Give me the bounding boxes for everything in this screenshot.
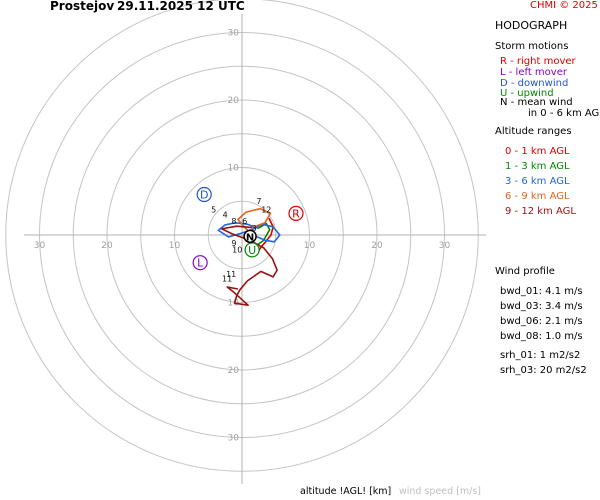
datetime-title: 29.11.2025 12 UTC — [117, 0, 245, 13]
altitude-label: 4 — [223, 210, 228, 219]
y-tick-label: 20 — [228, 96, 240, 106]
storm-motion-right: R - right mover — [500, 56, 576, 67]
altitude-label: 11 — [222, 275, 232, 284]
altitude-label: 6 — [242, 217, 247, 226]
hodograph-segment-4 — [221, 225, 278, 307]
y-tick-label: 20 — [228, 366, 240, 376]
bwd-01-value: bwd_01: 4.1 m/s — [500, 286, 583, 297]
y-tick-label: 30 — [228, 434, 240, 444]
altitude-label: 8 — [231, 217, 236, 226]
wind-profile-series — [217, 207, 281, 307]
altitude-range-0-1: 0 - 1 km AGL — [505, 146, 570, 157]
altitude-label: 9 — [231, 239, 236, 248]
location-title: Prostejov — [50, 0, 115, 13]
storm-marker-d-circle — [196, 186, 212, 203]
y-tick-label: 10 — [228, 164, 240, 174]
altitude-range-9-12: 9 - 12 km AGL — [505, 206, 576, 217]
y-tick-label: 30 — [228, 29, 240, 39]
altitude-range-1-3: 1 - 3 km AGL — [505, 161, 570, 172]
storm-marker-n-label: N — [246, 232, 254, 243]
storm-marker-r-label: R — [292, 207, 300, 220]
srh-03-value: srh_03: 20 m2/s2 — [500, 365, 587, 376]
storm-motion-left: L - left mover — [500, 67, 567, 78]
x-tick-label: 20 — [101, 241, 113, 251]
altitude-label: 5 — [211, 206, 216, 215]
bwd-06-value: bwd_06: 2.1 m/s — [500, 316, 583, 327]
altitude-label: 11 — [226, 270, 236, 279]
altitude-label: 10 — [232, 246, 242, 255]
axis-ticks: 30 20 10 10 20 30 30 20 10 10 20 30 — [34, 29, 451, 444]
srh-01-value: srh_01: 1 m2/s2 — [500, 350, 581, 361]
x-tick-label: 10 — [169, 241, 181, 251]
altitude-range-6-9: 6 - 9 km AGL — [505, 191, 570, 202]
storm-marker-u-label: U — [248, 244, 256, 257]
storm-marker-u-circle — [244, 242, 260, 258]
storm-motions-title: Storm motions — [495, 41, 569, 52]
storm-motion-markers: R L D UN — [192, 186, 304, 271]
wind-profile-title: Wind profile — [495, 266, 555, 277]
y-tick-label: 10 — [228, 299, 240, 309]
x-tick-label: 30 — [439, 241, 451, 251]
bwd-03-value: bwd_03: 3.4 m/s — [500, 301, 583, 312]
storm-motion-downwind: D - downwind — [500, 78, 569, 89]
storm-motion-mean: N - mean wind — [500, 97, 573, 108]
storm-marker-l-circle — [192, 255, 208, 271]
x-tick-label: 30 — [34, 241, 46, 251]
altitude-ranges-title: Altitude ranges — [495, 126, 572, 137]
bwd-08-value: bwd_08: 1.0 m/s — [500, 331, 583, 342]
storm-marker-l-label: L — [197, 257, 204, 270]
altitude-label: 12 — [261, 206, 271, 215]
altitude-range-3-6: 3 - 6 km AGL — [505, 176, 570, 187]
hodograph-title: HODOGRAPH — [495, 19, 568, 32]
storm-marker-r-circle — [288, 205, 304, 221]
altitude-label: 3 — [252, 224, 257, 233]
storm-marker-n-circle — [243, 229, 257, 244]
storm-motion-mean-layer: in 0 - 6 km AGL — [528, 108, 600, 119]
wind-speed-unit-label: wind speed [m/s] — [399, 486, 482, 497]
storm-marker-d-label: D — [200, 189, 208, 202]
altitude-label: 7 — [256, 197, 261, 206]
altitude-unit-label: altitude !AGL! [km] — [300, 486, 392, 497]
x-tick-label: 20 — [371, 241, 383, 251]
credit-label: CHMI © 2025 — [530, 0, 598, 11]
storm-motion-upwind: U - upwind — [500, 88, 554, 99]
hodograph-segment-0 — [258, 217, 274, 251]
x-tick-label: 10 — [304, 241, 316, 251]
